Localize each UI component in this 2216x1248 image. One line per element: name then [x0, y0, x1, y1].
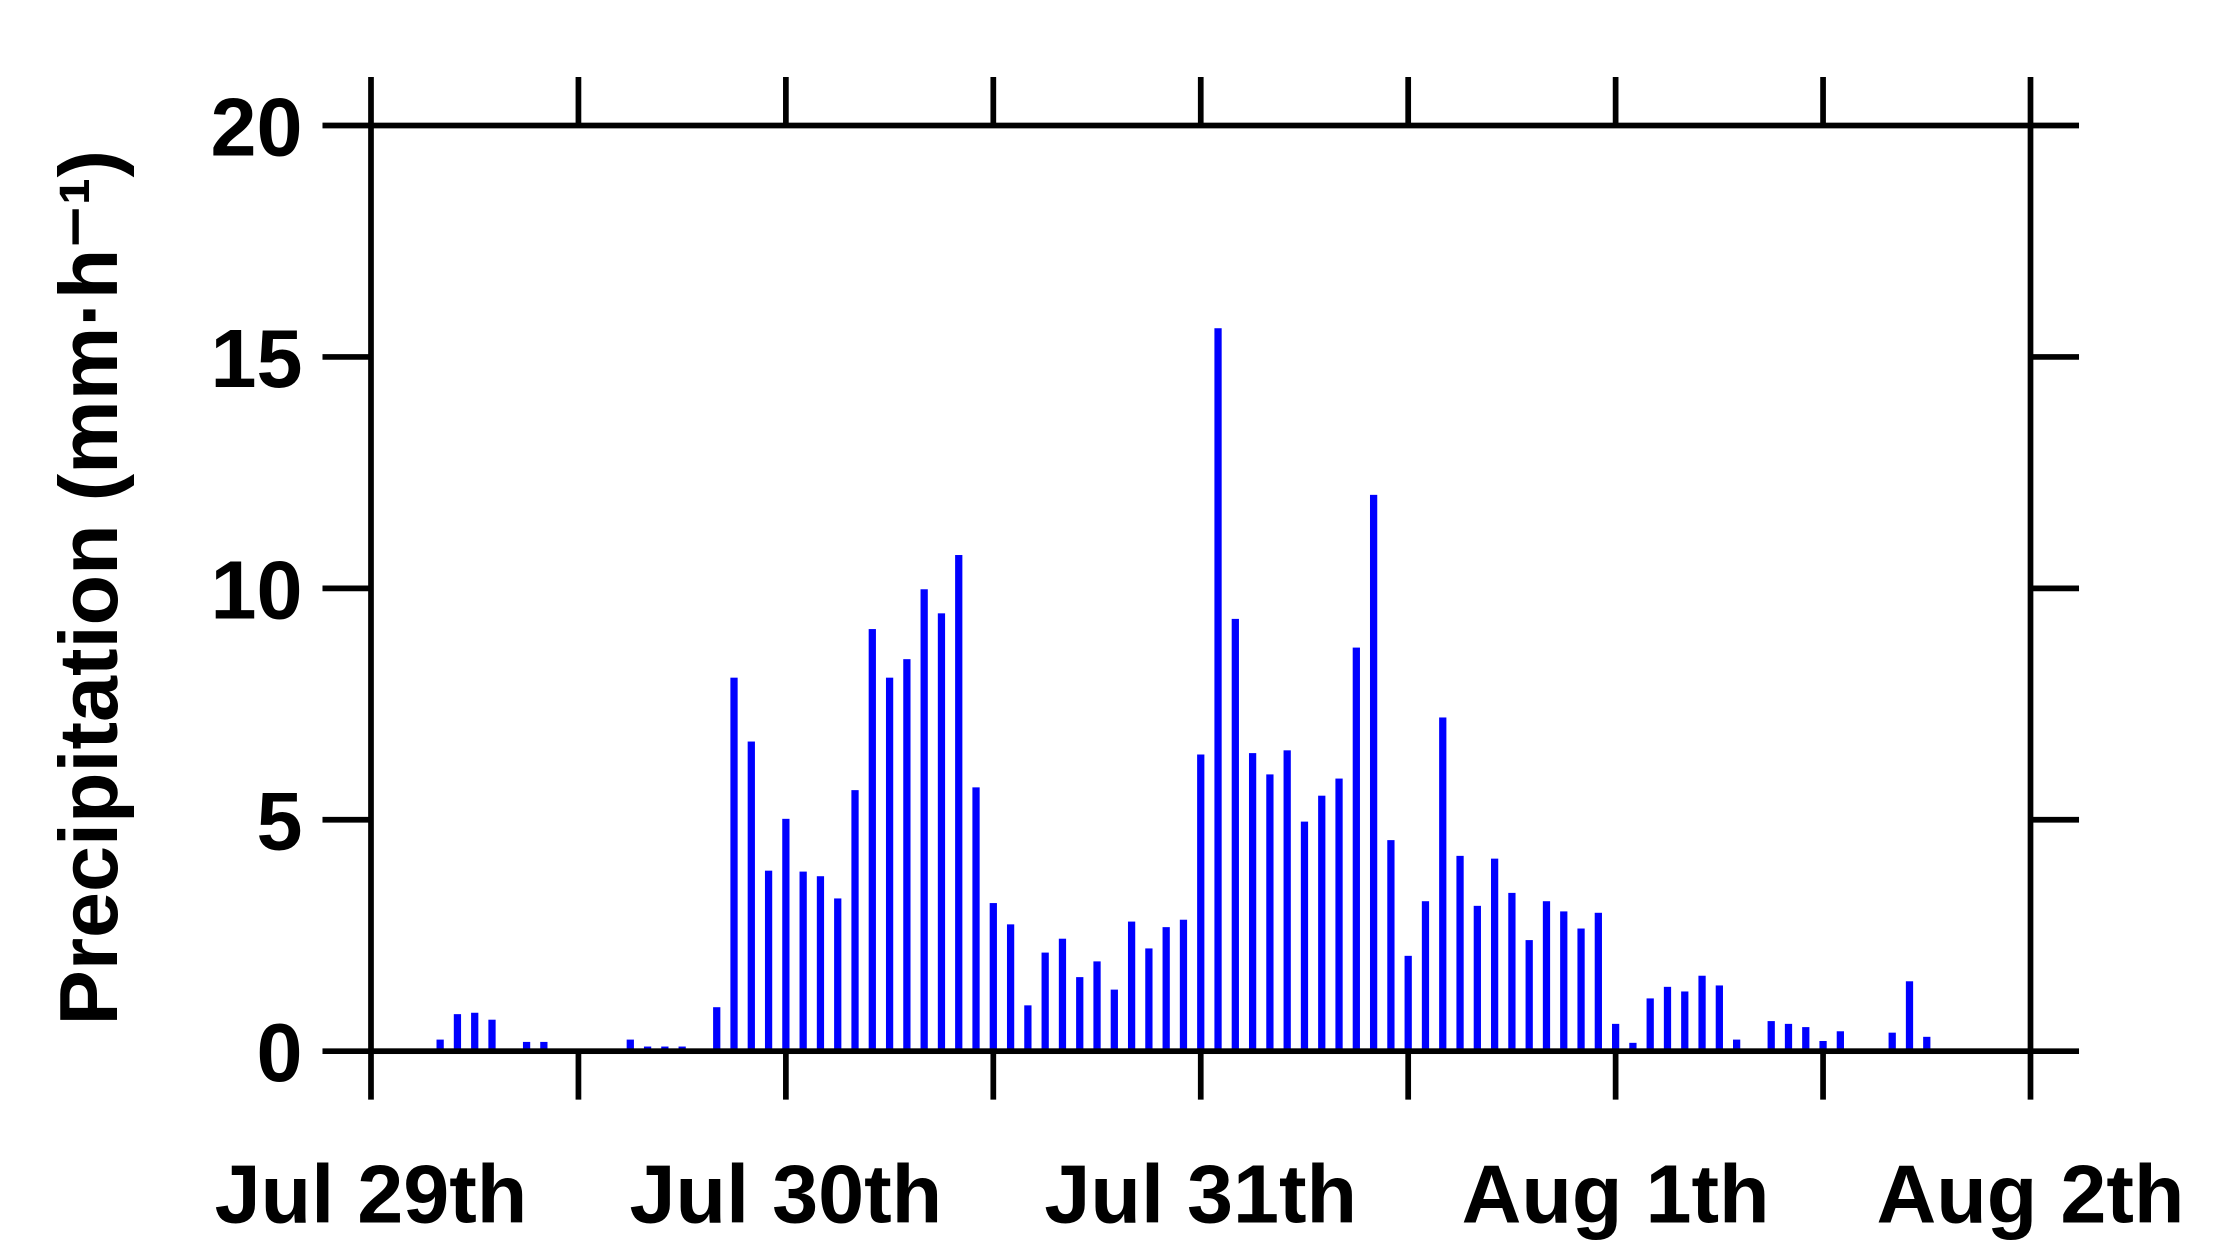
- bar: [1733, 1039, 1741, 1052]
- bar: [972, 787, 980, 1052]
- bar: [1352, 647, 1360, 1052]
- bar: [989, 903, 997, 1052]
- bar: [782, 818, 790, 1052]
- bar: [1266, 774, 1274, 1052]
- bar: [1784, 1023, 1793, 1052]
- bar: [1439, 717, 1447, 1052]
- bar: [1318, 795, 1326, 1052]
- bar: [1836, 1031, 1844, 1052]
- bar: [1006, 924, 1015, 1052]
- bar: [1508, 892, 1516, 1052]
- bar: [730, 677, 738, 1052]
- bar: [1542, 901, 1551, 1052]
- bar: [1905, 981, 1914, 1052]
- bar: [1197, 754, 1205, 1052]
- bar: [1421, 901, 1430, 1052]
- x-tick-label: Aug 1th: [1462, 1147, 1770, 1240]
- bar: [1767, 1021, 1775, 1052]
- bar: [713, 1007, 721, 1052]
- bar: [799, 871, 807, 1052]
- bar: [1214, 328, 1222, 1052]
- x-tick-label: Jul 29th: [215, 1147, 528, 1240]
- bar: [955, 555, 963, 1052]
- x-tick-label: Jul 30th: [630, 1147, 943, 1240]
- y-tick-label: 20: [210, 80, 302, 173]
- bar: [453, 1014, 462, 1052]
- bar: [1369, 494, 1378, 1052]
- bar: [1404, 955, 1412, 1052]
- bar: [1248, 753, 1257, 1052]
- bar: [626, 1039, 634, 1052]
- bar: [816, 876, 825, 1052]
- bar: [937, 613, 946, 1052]
- bar: [488, 1019, 496, 1052]
- bar: [1560, 911, 1568, 1052]
- bar: [1802, 1027, 1810, 1052]
- bar: [1819, 1040, 1827, 1052]
- bar: [1611, 1023, 1620, 1052]
- bar: [747, 741, 755, 1052]
- bar: [1145, 948, 1153, 1052]
- bar: [1663, 986, 1672, 1052]
- bar: [1093, 961, 1101, 1052]
- bar: [1715, 985, 1723, 1052]
- x-tick-label: Aug 2th: [1877, 1147, 2185, 1240]
- bar: [1577, 928, 1585, 1052]
- bar: [1456, 855, 1464, 1052]
- bar: [1594, 912, 1602, 1052]
- bar: [1473, 905, 1481, 1052]
- bar: [522, 1041, 531, 1052]
- bar: [1058, 938, 1067, 1052]
- bar: [1110, 989, 1118, 1052]
- bar: [1888, 1032, 1896, 1052]
- bar: [1923, 1036, 1931, 1052]
- bar: [1300, 821, 1309, 1052]
- bar: [1127, 921, 1136, 1052]
- y-tick-label: 10: [210, 543, 302, 636]
- bar: [471, 1012, 479, 1052]
- bar: [1490, 858, 1499, 1052]
- bar: [1525, 940, 1533, 1052]
- bar: [868, 629, 876, 1052]
- bar: [834, 898, 842, 1052]
- bar: [540, 1041, 548, 1052]
- bar: [903, 659, 911, 1052]
- bar: [920, 589, 928, 1052]
- x-tick-label: Jul 31th: [1044, 1147, 1357, 1240]
- bar: [1387, 840, 1395, 1052]
- bar: [851, 790, 859, 1052]
- y-tick-label: 5: [256, 775, 302, 868]
- bar: [1041, 952, 1049, 1052]
- bar: [1162, 927, 1170, 1052]
- bar: [1681, 991, 1689, 1052]
- bar: [1024, 1005, 1032, 1052]
- bar: [1646, 998, 1654, 1052]
- y-tick-label: 0: [256, 1006, 302, 1099]
- bar: [1076, 977, 1084, 1052]
- bar: [1335, 778, 1343, 1052]
- bar: [1629, 1042, 1637, 1052]
- bar: [1231, 618, 1239, 1052]
- y-axis-label: Precipitation (mm·h⁻¹): [42, 150, 135, 1025]
- bar: [1283, 750, 1291, 1052]
- y-tick-label: 15: [210, 312, 302, 405]
- bar: [1698, 975, 1706, 1052]
- bar: [764, 870, 773, 1052]
- bar: [436, 1039, 444, 1052]
- bar: [885, 677, 894, 1052]
- bar: [1179, 919, 1188, 1052]
